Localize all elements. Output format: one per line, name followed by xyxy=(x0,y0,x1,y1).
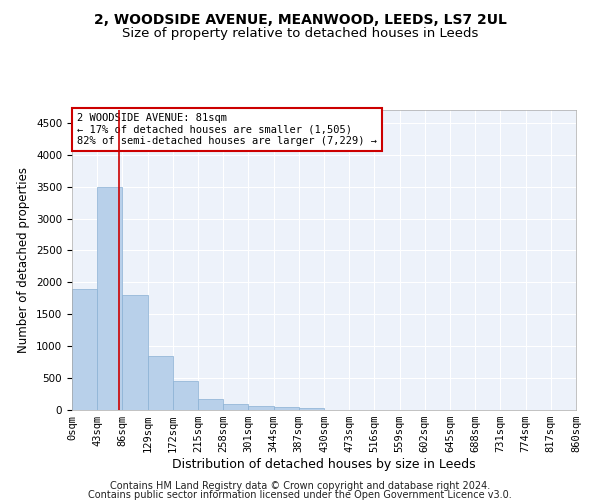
Bar xyxy=(198,399,223,410)
Text: Size of property relative to detached houses in Leeds: Size of property relative to detached ho… xyxy=(122,28,478,40)
Bar xyxy=(299,408,324,410)
Bar xyxy=(223,404,248,410)
Bar xyxy=(248,406,274,410)
Text: Contains HM Land Registry data © Crown copyright and database right 2024.: Contains HM Land Registry data © Crown c… xyxy=(110,481,490,491)
Y-axis label: Number of detached properties: Number of detached properties xyxy=(17,167,31,353)
Text: 2, WOODSIDE AVENUE, MEANWOOD, LEEDS, LS7 2UL: 2, WOODSIDE AVENUE, MEANWOOD, LEEDS, LS7… xyxy=(94,12,506,26)
Bar xyxy=(97,186,122,410)
Bar xyxy=(148,356,173,410)
Bar xyxy=(173,382,198,410)
Bar xyxy=(274,408,299,410)
Bar xyxy=(122,295,148,410)
Text: 2 WOODSIDE AVENUE: 81sqm
← 17% of detached houses are smaller (1,505)
82% of sem: 2 WOODSIDE AVENUE: 81sqm ← 17% of detach… xyxy=(77,113,377,146)
Bar xyxy=(72,288,97,410)
Text: Contains public sector information licensed under the Open Government Licence v3: Contains public sector information licen… xyxy=(88,490,512,500)
X-axis label: Distribution of detached houses by size in Leeds: Distribution of detached houses by size … xyxy=(172,458,476,471)
